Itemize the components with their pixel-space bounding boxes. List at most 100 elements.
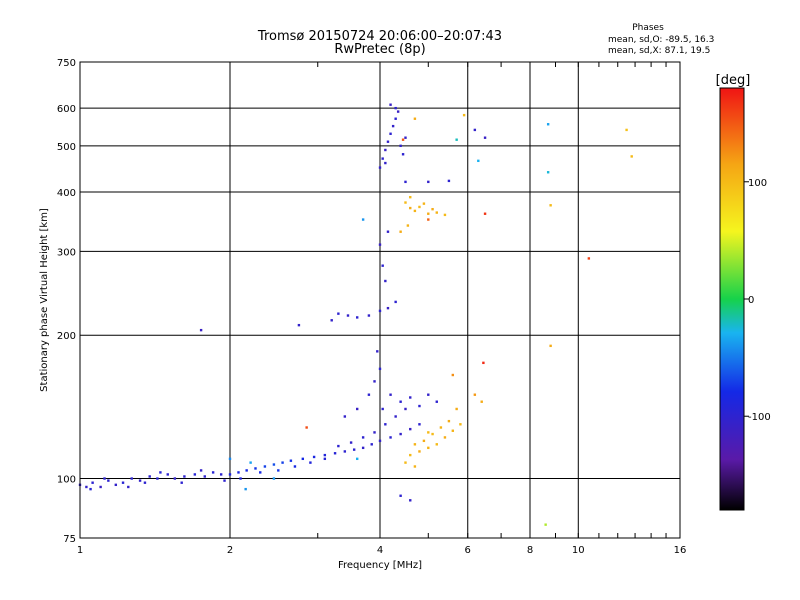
data-point [394,117,397,120]
data-point [391,124,395,128]
data-point [361,218,365,221]
x-tick-label: 1 [77,545,83,556]
data-point [482,361,485,365]
data-point [199,469,203,472]
data-point [293,465,297,468]
data-point [173,477,177,480]
data-point [352,448,356,451]
colorbar-label: [deg] [716,73,751,88]
data-point [389,132,392,135]
data-point [413,443,417,446]
data-point [384,161,387,165]
data-point [130,477,133,480]
data-point [399,230,402,233]
data-point [346,314,350,317]
data-point [166,473,169,476]
data-point [427,218,430,221]
data-point [422,439,426,443]
data-point [439,426,443,429]
data-point [394,300,397,304]
data-point [378,309,382,313]
data-point [549,344,552,348]
data-point [549,204,552,207]
data-point [85,485,88,489]
data-point [245,469,248,472]
data-point [378,166,382,169]
data-point [587,257,591,260]
x-axis-label: Frequency [MHz] [338,560,422,571]
data-point [367,314,371,317]
data-point [435,400,438,403]
data-point [330,319,333,322]
data-point [107,479,110,482]
data-point [281,461,284,464]
data-point [309,461,312,464]
data-point [384,279,387,283]
x-axis-ticks: 1 2 4 6 8 10 16 [77,62,686,556]
data-point [431,432,434,436]
y-tick-label: 600 [57,104,76,115]
data-point [399,144,402,148]
data-point [483,136,487,139]
y-tick-label: 200 [57,331,76,342]
data-point [418,205,421,209]
data-point [404,201,407,204]
data-point [244,487,247,491]
data-point [361,436,365,439]
data-point [404,461,407,464]
x-tick-label: 8 [527,545,533,556]
colorbar-tick-label: -100 [748,412,771,423]
data-point [384,423,387,426]
data-point [349,441,353,444]
data-point [409,453,412,457]
data-point [443,436,447,439]
data-point [148,475,151,478]
data-point [337,312,340,315]
data-point [473,128,477,132]
data-point [404,180,407,184]
data-point [355,407,359,411]
data-point [263,465,267,468]
data-point [546,123,550,126]
data-point [373,431,376,434]
data-point [370,443,373,446]
chart-title: Tromsø 20150724 20:06:00–20:07:43 [257,29,502,44]
data-point [625,128,628,132]
data-point [376,350,379,353]
data-point [396,110,400,113]
data-point [462,113,466,117]
data-point [409,499,412,502]
data-point [477,159,480,163]
x-tick-label: 10 [572,545,585,556]
data-point [99,485,102,489]
data-point [211,471,215,474]
data-point [254,467,257,470]
phase-stats-o: mean, sd,O: -89.5, 16.3 [608,35,714,45]
data-point [305,426,308,429]
x-tick-label: 6 [465,545,471,556]
data-point [378,243,382,246]
data-point [381,157,384,160]
data-point [127,485,130,489]
data-point [343,415,347,418]
data-point [159,471,162,474]
data-point [386,230,390,233]
data-point [121,481,125,484]
data-point [289,459,293,462]
data-point [546,171,550,174]
data-point [409,195,412,199]
data-point [355,457,359,461]
data-point [544,523,547,526]
data-point [297,323,301,327]
y-tick-label: 400 [57,188,76,199]
data-point [427,431,430,434]
y-axis-ticks: 75 100 200 300 400 500 600 750 [57,58,76,545]
data-point [114,483,118,487]
data-point [451,373,455,377]
data-point [199,328,203,332]
data-point [237,471,240,474]
data-point [389,436,392,439]
data-point [386,140,390,143]
chart-subtitle: RwPretec (8p) [334,42,425,57]
